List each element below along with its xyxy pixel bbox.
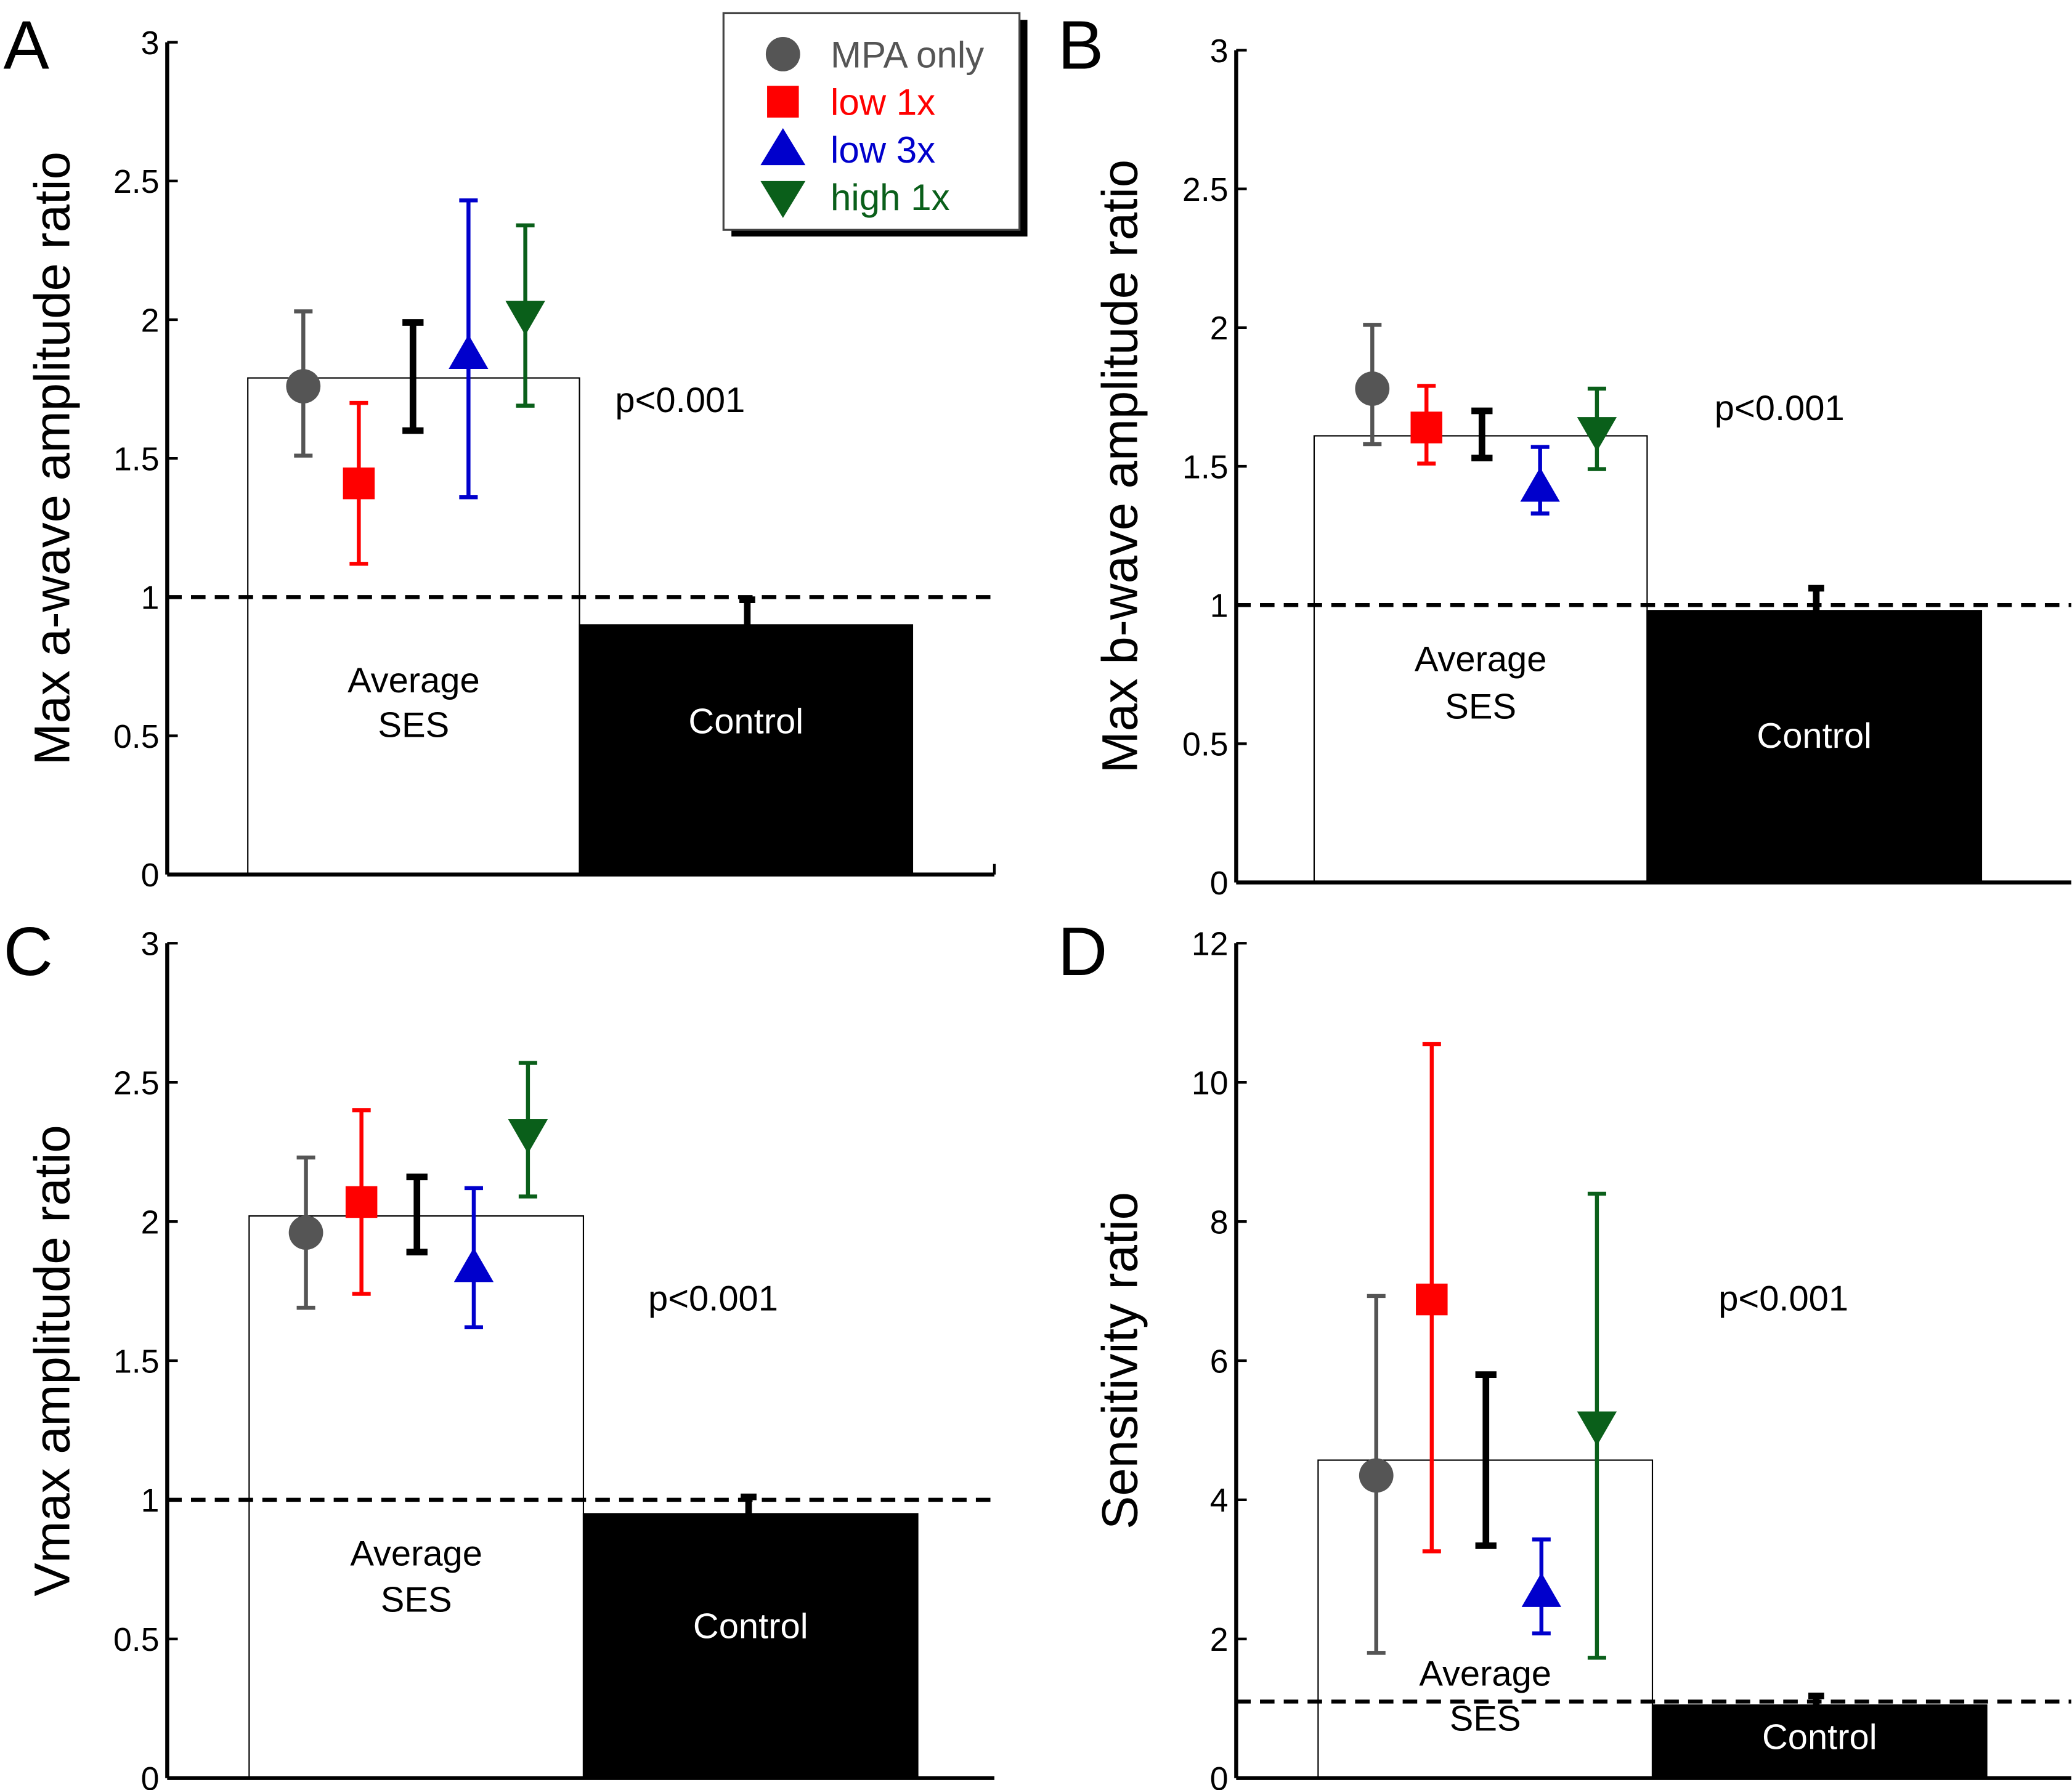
bar-label-average-ses: SES [381,1580,452,1619]
y-tick-label: 0 [1210,865,1229,902]
bar-control [579,624,914,875]
bar-label-average-ses: SES [1450,1699,1521,1738]
y-tick-label: 1 [141,1482,160,1519]
data-point-low-3x [1521,1573,1561,1607]
y-tick-label: 2.5 [113,1064,160,1101]
bar-label-control: Control [693,1606,808,1646]
legend-label: low 1x [831,82,935,123]
bar-label-average-ses: Average [347,661,480,700]
data-point-low-3x [1520,467,1560,502]
bar-label-control: Control [1757,716,1872,756]
y-tick-label: 1.5 [113,440,160,477]
y-tick-label: 2.5 [113,163,160,200]
panel-a: A Max a-wave amplitude ratio Average SES Con… [3,7,996,894]
p-value-annotation: p<0.001 [648,1279,778,1318]
panel-b: B Max b-wave amplitude ratio Average SES Con… [1058,7,2071,902]
bar-average-ses [1313,435,1648,883]
y-tick-label: 3 [141,926,160,963]
data-point-low-1x [1416,1283,1448,1316]
p-value-annotation: p<0.001 [1718,1279,1848,1318]
bar-label-control: Control [1762,1718,1877,1757]
y-tick-label: 12 [1192,926,1229,963]
y-tick-label: 0.5 [113,1621,160,1658]
y-tick-label: 0.5 [1182,726,1229,763]
panel-letter: D [1058,913,1108,990]
y-tick-label: 3 [141,25,160,62]
panel-letter: A [3,7,49,84]
bar-average-ses [247,377,580,875]
panel-c: C Vmax amplitude ratio Average SES Control 0 0… [3,913,994,1790]
p-value-annotation: p<0.001 [1715,389,1845,428]
data-point-low-1x [1410,411,1442,443]
y-axis-title: Sensitivity ratio [1092,1192,1148,1529]
legend: MPA only low 1x low 3x high 1x [722,12,1028,237]
y-tick-label: 1.5 [113,1343,160,1380]
y-tick-label: 2 [1210,310,1229,347]
y-axis-title: Max b-wave amplitude ratio [1092,160,1148,773]
bar-label-average-ses: Average [1419,1654,1551,1694]
data-point-low-3x [449,334,489,370]
y-tick-label: 10 [1192,1064,1229,1101]
y-tick-label: 6 [1210,1343,1229,1380]
panel-letter: B [1058,7,1103,84]
legend-label: low 3x [831,129,935,171]
y-tick-label: 0 [141,1760,160,1790]
data-point-high-1x [505,301,545,336]
y-tick-label: 0.5 [113,718,160,755]
bar-label-average-ses: Average [350,1534,482,1573]
y-tick-label: 0 [1210,1760,1229,1790]
y-tick-label: 2 [141,302,160,339]
data-point-low-1x [345,1186,378,1218]
y-axis-title: Max a-wave amplitude ratio [25,152,81,765]
data-point-high-1x [508,1119,548,1154]
bar-label-average-ses: Average [1415,639,1547,679]
data-point-high-1x [1577,1411,1617,1446]
y-tick-label: 8 [1210,1204,1229,1241]
legend-marker-mpa-only [765,37,800,71]
data-point-mpa-only [1359,1458,1394,1493]
p-value-annotation: p<0.001 [615,381,745,420]
data-point-low-3x [453,1247,494,1282]
bar-average-ses [248,1215,585,1779]
legend-marker-low-3x [760,128,806,166]
y-tick-label: 1 [141,580,160,617]
y-tick-label: 2.5 [1182,171,1229,208]
y-tick-label: 1 [1210,588,1229,625]
data-point-high-1x [1577,417,1617,452]
bar-control [1651,1704,1988,1779]
y-tick-label: 3 [1210,33,1229,70]
data-point-mpa-only [288,1215,323,1250]
bar-control [1646,610,1983,883]
legend-label: high 1x [831,177,950,218]
panel-letter: C [3,913,53,990]
bar-label-control: Control [688,702,803,741]
data-point-low-1x [343,467,375,500]
panel-d: D Sensitivity ratio Average SES Control 0 2 4 6 8… [1058,913,2071,1790]
data-point-mpa-only [286,369,321,403]
y-tick-label: 1.5 [1182,448,1229,485]
legend-marker-high-1x [760,180,806,218]
data-point-mpa-only [1355,371,1390,406]
y-tick-label: 4 [1210,1482,1229,1519]
bar-label-average-ses: SES [378,706,449,745]
bar-label-average-ses: SES [1445,687,1516,727]
y-tick-label: 2 [141,1204,160,1241]
y-tick-label: 2 [1210,1621,1229,1658]
legend-marker-low-1x [767,86,799,118]
y-axis-title: Vmax amplitude ratio [25,1125,81,1596]
y-tick-label: 0 [141,857,160,894]
legend-label: MPA only [831,34,984,75]
